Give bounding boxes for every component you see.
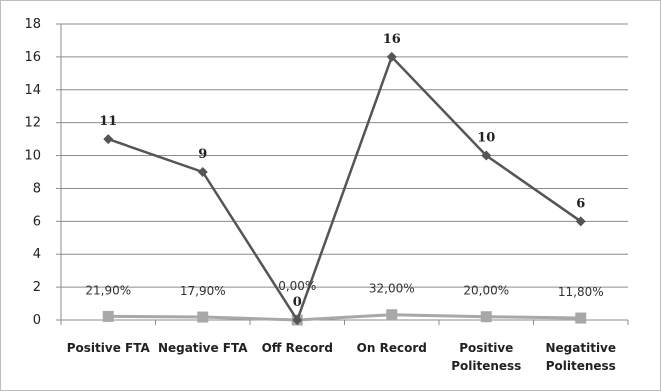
series-2-data-label: 17,90% [180, 284, 226, 298]
series-2-data-label: 0,00% [278, 279, 316, 293]
series-2-data-label: 21,90% [85, 283, 131, 297]
series-1-data-label: 0 [293, 295, 302, 310]
x-tick-label: Negative FTA [158, 341, 248, 355]
series-1-data-label: 9 [198, 147, 207, 162]
series-1-point [197, 167, 208, 177]
series-1-point [103, 134, 114, 145]
x-tick-label: Positive Politeness [451, 341, 521, 373]
series-2-data-label: 32,00% [369, 282, 415, 296]
series-2-line [108, 313, 581, 322]
y-tick-label: 12 [24, 116, 41, 131]
series-1-data-label: 16 [383, 32, 401, 47]
y-tick-label: 6 [33, 214, 41, 229]
series-2-data-label: 11,80% [558, 285, 604, 299]
x-tick-label: Negatitive Politeness [545, 341, 616, 373]
y-tick-label: 2 [33, 280, 41, 295]
series-2-data-label: 20,00% [463, 284, 509, 298]
y-tick-label: 0 [33, 313, 41, 328]
series-1-data-label: 10 [477, 131, 495, 146]
series-1-point [575, 216, 586, 227]
series-1-point [292, 315, 303, 325]
y-tick-label: 4 [33, 247, 41, 262]
x-tick-label: On Record [357, 341, 427, 355]
series-1-line [107, 54, 582, 323]
series-2-point [197, 311, 209, 323]
x-tick-label: Positive FTA [67, 341, 151, 355]
y-tick-label: 14 [24, 83, 41, 98]
series-2-point [575, 312, 587, 324]
y-tick-label: 18 [24, 17, 41, 32]
series-1-point [386, 51, 397, 62]
x-tick-label: Off Record [262, 341, 333, 355]
y-tick-label: 8 [33, 181, 41, 196]
series-2-point [102, 310, 114, 322]
series-1-point [481, 150, 492, 161]
series-2-point [480, 311, 492, 323]
y-tick-label: 16 [24, 50, 41, 65]
series-2-point [386, 309, 398, 321]
series-1-data-label: 11 [99, 114, 117, 129]
series-1-data-label: 6 [576, 196, 585, 211]
y-tick-label: 10 [24, 149, 41, 164]
